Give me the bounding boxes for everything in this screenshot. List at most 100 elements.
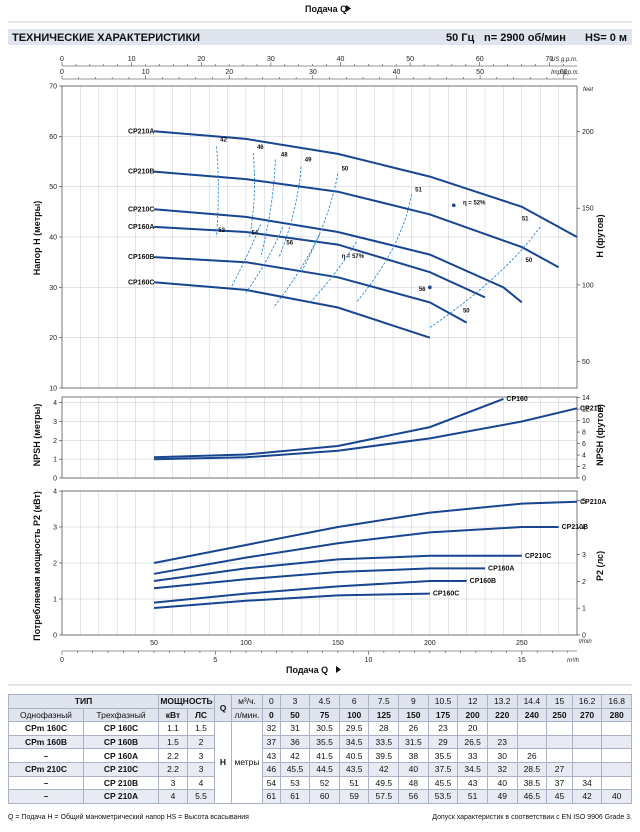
head-value — [546, 748, 573, 763]
y2-tick-label: 6 — [582, 441, 586, 448]
gpm-tick-label: 10 — [128, 56, 136, 63]
gpm-tick-label: 20 — [197, 56, 205, 63]
table-row: – CP 210A 4 5.5 61 61 60 59 57.5 56 53.5 51 49 46.5 45… — [8, 789, 632, 804]
head-value: 51 — [338, 775, 370, 791]
y-tick-label: 3 — [53, 525, 57, 532]
head-value — [601, 734, 632, 750]
single-phase-model: CPm 160C — [8, 721, 84, 736]
q-m3h-value: 3 — [279, 694, 311, 709]
npsh-curve-cp160 — [153, 397, 504, 459]
y-tick-label: 1 — [53, 457, 57, 464]
q-lmin-value: 220 — [486, 707, 518, 723]
head-value: 26.5 — [457, 734, 488, 750]
m3h-tick-label: 5 — [213, 657, 217, 664]
head-value — [571, 748, 603, 763]
head-value: 43 — [262, 748, 281, 763]
gpm-tick-label: 60 — [476, 56, 484, 63]
head-value: 38 — [398, 748, 429, 763]
table-header-row: Однофазный Трехфазный кВт ЛС л/мин. 0 50 75 100 1… — [8, 707, 632, 723]
head-curve-cp160c — [153, 281, 431, 339]
y2-tick-label: 50 — [582, 359, 590, 366]
y2-tick-label: 4 — [582, 453, 586, 460]
head-value: 53.5 — [427, 789, 459, 804]
head-value: 39.5 — [368, 748, 400, 763]
m3h-tick-label: 0 — [60, 657, 64, 664]
gpm-tick-label: 30 — [267, 56, 275, 63]
efficiency-label: 48 — [281, 152, 288, 158]
power-curve-cp210a — [153, 500, 578, 564]
title-band — [8, 29, 632, 45]
plot-frame — [61, 396, 578, 479]
series-label: CP160C — [128, 279, 154, 286]
y2-tick-label: 2 — [582, 464, 586, 471]
x-tick-label: 50 — [150, 640, 158, 647]
series-label: CP160 — [506, 396, 528, 403]
efficiency-curve — [230, 224, 262, 288]
power-curve-cp210b — [153, 526, 559, 575]
x-unit-label: l/min — [579, 639, 592, 645]
head-value: 46 — [262, 761, 281, 777]
power-hp: 3 — [187, 748, 215, 763]
table-row: – CP 160A 2.2 3 43 42 41.5 40.5 39.5 38 35.5 33 30 26 — [8, 748, 632, 763]
head-value: 46.5 — [516, 789, 548, 804]
head-value: 57.5 — [368, 789, 400, 804]
power-curve-cp210c — [153, 554, 522, 582]
q-lmin-value: 125 — [368, 707, 400, 723]
y-tick-label: 60 — [49, 134, 57, 141]
series-label: CP210C — [525, 553, 551, 560]
y2-tick-label: 2 — [582, 579, 586, 586]
flow-axis-top-label: Подача Q — [305, 4, 347, 14]
head-value: 41.5 — [309, 748, 340, 763]
gpm-tick-label: 60 — [560, 69, 568, 76]
head-value — [601, 721, 632, 736]
head-value: 40 — [398, 761, 429, 777]
head-feet-unit: feet — [583, 87, 593, 93]
speed-label: n= 2900 об/мин — [484, 32, 566, 44]
head-value: 52 — [309, 775, 340, 791]
power-curve-cp160a — [153, 567, 485, 590]
three-phase-model: CP 210B — [83, 775, 159, 791]
head-value: 42 — [279, 748, 311, 763]
power-kw: 1.1 — [158, 721, 188, 736]
y2-tick-label: 14 — [582, 395, 590, 402]
series-label: CP160C — [433, 591, 459, 598]
efficiency-curve — [260, 159, 276, 258]
gpm-tick-label: 40 — [337, 56, 345, 63]
suction-height-label: HS= 0 м — [585, 32, 627, 44]
best-efficiency-point — [451, 203, 456, 208]
head-value: 34 — [571, 775, 603, 791]
head-value: 23 — [427, 721, 459, 736]
power-kw: 2.2 — [158, 761, 188, 777]
arrow-right-icon — [346, 5, 351, 12]
head-value: 29 — [427, 734, 459, 750]
q-m3h-value: 13.2 — [486, 694, 518, 709]
head-value — [571, 734, 603, 750]
y2-tick-label: 4 — [582, 525, 586, 532]
efficiency-label: η = 57% — [342, 254, 365, 260]
kw-header: кВт — [158, 707, 188, 723]
efficiency-label: 46 — [257, 145, 264, 151]
frequency-label: 50 Гц — [446, 32, 475, 44]
y-tick-label: 0 — [53, 633, 57, 640]
head-value — [571, 721, 603, 736]
head-value: 30.5 — [309, 721, 340, 736]
h-header: H — [214, 721, 232, 804]
power-hp: 4 — [187, 775, 215, 791]
efficiency-curve — [278, 166, 302, 258]
efficiency-curve — [300, 173, 339, 273]
head-value: 35.5 — [427, 748, 459, 763]
y-tick-label: 4 — [53, 400, 57, 407]
efficiency-curve — [273, 234, 320, 308]
table-row: CPm 210C CP 210C 2.2 3 46 45.5 44.5 43.5 42 40 37.… — [8, 761, 632, 777]
head-value: 37 — [546, 775, 573, 791]
head-value: 40.5 — [338, 748, 370, 763]
q-lmin-value: 50 — [279, 707, 311, 723]
efficiency-label: 54 — [251, 230, 258, 236]
head-value: 29.5 — [338, 721, 370, 736]
head-value: 40 — [486, 775, 518, 791]
head-value: 54 — [262, 775, 281, 791]
y2-tick-label: 10 — [582, 418, 590, 425]
series-label: CP210A — [580, 499, 606, 506]
m3h-tick-label: 10 — [365, 657, 373, 664]
head-value: 33.5 — [368, 734, 400, 750]
